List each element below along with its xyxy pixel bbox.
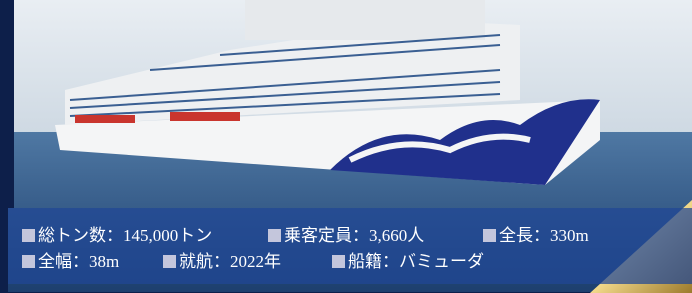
spec-item: 船籍：バミューダ bbox=[332, 252, 484, 272]
spec-text: 全幅：38m bbox=[38, 252, 119, 271]
spec-text: 乗客定員：3,660人 bbox=[284, 226, 424, 245]
spec-item: 全幅：38m bbox=[22, 252, 119, 272]
spec-item: 全長：330m bbox=[483, 226, 589, 246]
bullet bbox=[22, 255, 35, 268]
spec-item: 総トン数：145,000トン bbox=[22, 226, 212, 246]
spec-panel bbox=[8, 208, 692, 284]
bullet bbox=[268, 229, 281, 242]
spec-text: 就航：2022年 bbox=[179, 252, 281, 271]
bullet bbox=[332, 255, 345, 268]
spec-text: 船籍：バミューダ bbox=[348, 252, 484, 271]
spec-text: 全長：330m bbox=[499, 226, 589, 245]
spec-item: 就航：2022年 bbox=[163, 252, 281, 272]
ship-banner: 総トン数：145,000トン 乗客定員：3,660人 全長：330m 全幅：38m 就航… bbox=[0, 0, 692, 293]
bullet bbox=[22, 229, 35, 242]
bullet bbox=[483, 229, 496, 242]
bullet bbox=[163, 255, 176, 268]
spec-item: 乗客定員：3,660人 bbox=[268, 226, 424, 246]
spec-text: 総トン数：145,000トン bbox=[38, 226, 212, 245]
